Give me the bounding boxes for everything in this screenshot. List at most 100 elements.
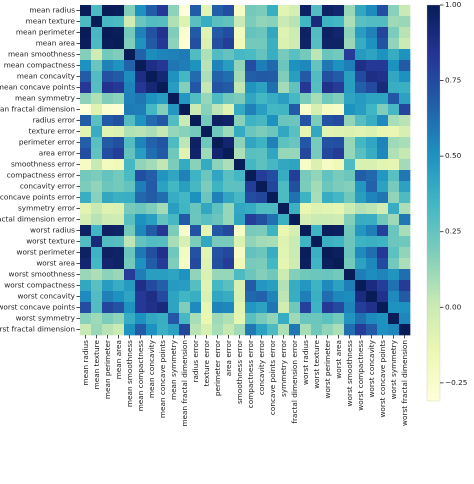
heatmap-cell	[388, 280, 400, 292]
heatmap-cell	[212, 269, 224, 281]
heatmap-cell	[267, 126, 279, 138]
heatmap-cell	[344, 313, 356, 325]
heatmap-cell	[157, 137, 169, 149]
heatmap-cell	[355, 148, 367, 160]
heatmap-cell	[388, 203, 400, 215]
x-tick-label: mean smoothness	[125, 340, 134, 407]
heatmap-cell	[212, 159, 224, 171]
colorbar-segment	[427, 118, 440, 122]
y-tick-label: mean compactness	[4, 61, 75, 70]
colorbar-segment	[427, 376, 440, 380]
heatmap-cell	[322, 38, 334, 50]
heatmap-cell	[399, 214, 411, 226]
heatmap-cell	[102, 148, 114, 160]
heatmap-cell	[146, 16, 158, 28]
colorbar-segment	[427, 121, 440, 125]
heatmap-cell	[311, 225, 323, 237]
colorbar-segment	[427, 326, 440, 330]
heatmap-cell	[245, 258, 257, 270]
heatmap-cell	[168, 170, 180, 182]
heatmap-cell	[366, 324, 378, 336]
heatmap-cell	[190, 214, 202, 226]
heatmap-cell	[300, 82, 312, 94]
heatmap-cell	[399, 269, 411, 281]
y-tick-label: worst perimeter	[16, 248, 75, 257]
heatmap-cell	[377, 247, 389, 259]
heatmap-cell	[135, 236, 147, 248]
heatmap-cell	[201, 38, 213, 50]
heatmap-cell	[135, 291, 147, 303]
heatmap-cell	[91, 313, 103, 325]
heatmap-cell	[157, 5, 169, 17]
colorbar-segment	[427, 309, 440, 313]
colorbar-segment	[427, 287, 440, 291]
x-axis-tick-labels: mean radius mean texture mean perimeter mea…	[81, 335, 409, 427]
heatmap-cell	[366, 148, 378, 160]
heatmap-cell	[179, 313, 191, 325]
colorbar: 1.00 0.75 0.50 0.25 0.00 −0.25	[426, 0, 467, 402]
heatmap-cell	[190, 192, 202, 204]
heatmap-cell	[80, 137, 92, 149]
heatmap-cell	[245, 38, 257, 50]
heatmap-cell	[223, 38, 235, 50]
heatmap-cell	[289, 236, 301, 248]
colorbar-segment	[427, 272, 440, 276]
heatmap-cell	[333, 49, 345, 61]
colorbar-segment	[427, 257, 440, 261]
heatmap-cell	[179, 60, 191, 72]
heatmap-cell	[355, 27, 367, 39]
heatmap-cell	[124, 104, 136, 116]
heatmap-cell	[157, 313, 169, 325]
heatmap-cell	[366, 302, 378, 314]
colorbar-segment	[427, 252, 440, 256]
heatmap-cell	[388, 291, 400, 303]
heatmap-cell	[300, 71, 312, 83]
heatmap-cell	[157, 181, 169, 193]
heatmap-cell	[377, 269, 389, 281]
heatmap-cell	[399, 159, 411, 171]
heatmap-cell	[223, 27, 235, 39]
heatmap-cell	[91, 16, 103, 28]
heatmap-cell	[212, 5, 224, 17]
heatmap-cell	[102, 203, 114, 215]
heatmap-cell	[201, 269, 213, 281]
heatmap-cell	[223, 280, 235, 292]
y-tick-label: mean perimeter	[16, 28, 75, 37]
heatmap-cell	[102, 291, 114, 303]
heatmap-cell	[344, 126, 356, 138]
heatmap-cell	[223, 104, 235, 116]
heatmap-cell	[223, 5, 235, 17]
heatmap-cell	[91, 258, 103, 270]
heatmap-cell	[355, 313, 367, 325]
colorbar-segment	[427, 54, 440, 58]
heatmap-cell	[168, 181, 180, 193]
colorbar-segment	[427, 339, 440, 343]
heatmap-cell	[212, 214, 224, 226]
heatmap-cell	[333, 71, 345, 83]
heatmap-cell	[322, 192, 334, 204]
heatmap-cell	[322, 159, 334, 171]
heatmap-cell	[388, 148, 400, 160]
heatmap-cell	[322, 181, 334, 193]
colorbar-segment	[427, 37, 440, 41]
heatmap-cell	[190, 137, 202, 149]
heatmap-cell	[344, 302, 356, 314]
heatmap-cell	[124, 137, 136, 149]
heatmap-cell	[267, 269, 279, 281]
heatmap-cell	[355, 71, 367, 83]
heatmap-cell	[311, 5, 323, 17]
x-tick-label: worst perimeter	[323, 340, 332, 399]
heatmap-cell	[377, 291, 389, 303]
heatmap-cell	[234, 302, 246, 314]
heatmap-cell	[168, 192, 180, 204]
heatmap-cell	[355, 159, 367, 171]
heatmap-cell	[344, 137, 356, 149]
heatmap-cell	[201, 203, 213, 215]
colorbar-segment	[427, 32, 440, 36]
heatmap-cell	[278, 115, 290, 127]
heatmap-cell	[113, 181, 125, 193]
heatmap-cell	[355, 324, 367, 336]
colorbar-segment	[427, 29, 440, 33]
heatmap-cell	[377, 313, 389, 325]
